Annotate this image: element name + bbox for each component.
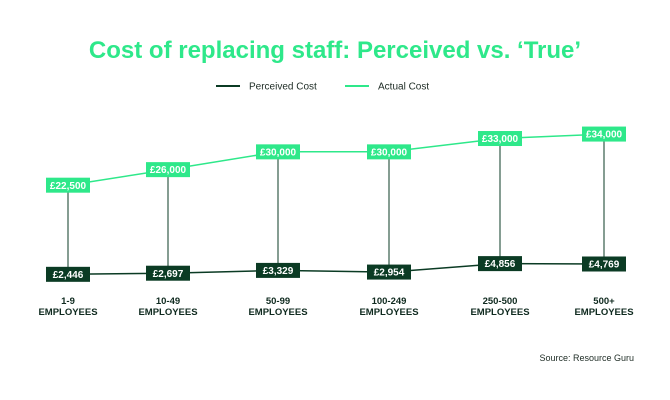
x-tick-label: EMPLOYEES [470, 307, 529, 318]
data-label-box-perceived [146, 265, 190, 281]
data-label-box-perceived [256, 262, 300, 278]
x-tick-label: EMPLOYEES [138, 307, 197, 318]
data-label-perceived: £4,856 [485, 259, 516, 270]
data-label-box-perceived [46, 266, 90, 282]
legend-label-actual: Actual Cost [378, 82, 429, 93]
data-label-perceived: £4,769 [589, 260, 620, 271]
data-label-box-perceived [582, 256, 626, 272]
x-tick-label: 500+ [593, 296, 615, 307]
data-label-box-actual [146, 162, 190, 178]
data-label-box-actual [582, 126, 626, 142]
data-label-perceived: £2,954 [374, 268, 405, 279]
x-tick-label: EMPLOYEES [359, 307, 418, 318]
chart-title: Cost of replacing staff: Perceived vs. ‘… [89, 37, 581, 64]
x-tick-label: 250-500 [483, 296, 518, 307]
x-tick-label: EMPLOYEES [574, 307, 633, 318]
data-label-actual: £30,000 [371, 147, 408, 158]
data-label-perceived: £3,329 [263, 266, 294, 277]
data-label-perceived: £2,446 [53, 270, 84, 281]
data-label-box-actual [367, 144, 411, 160]
data-label-perceived: £2,697 [153, 269, 184, 280]
x-tick-label: EMPLOYEES [248, 307, 307, 318]
data-label-actual: £22,500 [50, 181, 87, 192]
x-tick-label: 1-9 [61, 296, 75, 307]
data-label-box-perceived [478, 256, 522, 272]
data-label-actual: £34,000 [586, 130, 623, 141]
series-line-actual [67, 133, 605, 186]
data-label-box-actual [256, 144, 300, 160]
x-tick-label: EMPLOYEES [38, 307, 97, 318]
data-label-actual: £26,000 [150, 165, 187, 176]
data-label-box-actual [46, 177, 90, 193]
x-tick-label: 10-49 [156, 296, 180, 307]
legend-label-perceived: Perceived Cost [249, 82, 317, 93]
x-tick-label: 50-99 [266, 296, 290, 307]
data-label-actual: £33,000 [482, 134, 519, 145]
data-label-box-perceived [367, 264, 411, 280]
legend: Perceived Cost Actual Cost [216, 82, 429, 93]
x-tick-label: 100-249 [372, 296, 407, 307]
plot-area: £2,446 £2,697 £3,329 £2,954 £4,856 £4,769 £22,… [38, 126, 634, 318]
data-label-actual: £30,000 [260, 147, 297, 158]
source-note: Source: Resource Guru [539, 353, 634, 363]
data-label-box-actual [478, 131, 522, 147]
